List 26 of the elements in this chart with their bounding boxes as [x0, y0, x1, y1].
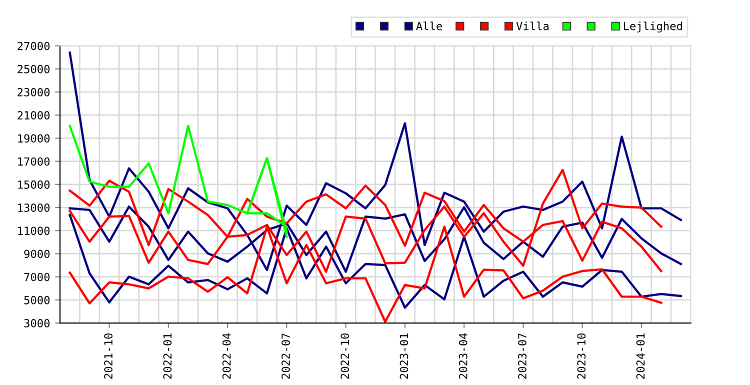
y-tick-label: 23000 — [18, 88, 50, 96]
x-tick-label: 2023-04 — [458, 333, 468, 379]
legend-label: Lejlighed — [624, 22, 682, 32]
y-tick-label: 27000 — [18, 42, 50, 50]
y-tick-label: 21000 — [18, 111, 50, 120]
y-tick-label: 3000 — [24, 319, 50, 328]
legend-label: Alle — [416, 22, 442, 30]
y-tick-label: 9000 — [24, 250, 50, 258]
y-tick-label: 19000 — [18, 134, 50, 143]
x-tick-label: 2022-10 — [340, 333, 350, 379]
y-tick-label: 7000 — [24, 272, 50, 282]
x-tick-label: 2022-01 — [163, 333, 172, 379]
x-tick-label: 2023-07 — [518, 334, 526, 379]
x-tick-label: 2023-10 — [577, 333, 586, 379]
x-tick-label: 2023-01 — [400, 333, 408, 379]
legend-label: Villa — [516, 22, 548, 30]
y-tick-label: 25000 — [18, 64, 50, 74]
x-tick-label: 2021-10 — [104, 333, 113, 379]
y-tick-label: 13000 — [18, 204, 50, 212]
x-tick-label: 2024-01 — [636, 333, 645, 379]
y-tick-label: 17000 — [18, 157, 50, 166]
y-tick-label: 11000 — [18, 226, 50, 236]
x-tick-label: 2022-04 — [222, 333, 231, 379]
x-tick-label: 2022-07 — [282, 334, 290, 379]
y-tick-label: 5000 — [24, 296, 50, 304]
y-tick-label: 15000 — [18, 180, 50, 189]
